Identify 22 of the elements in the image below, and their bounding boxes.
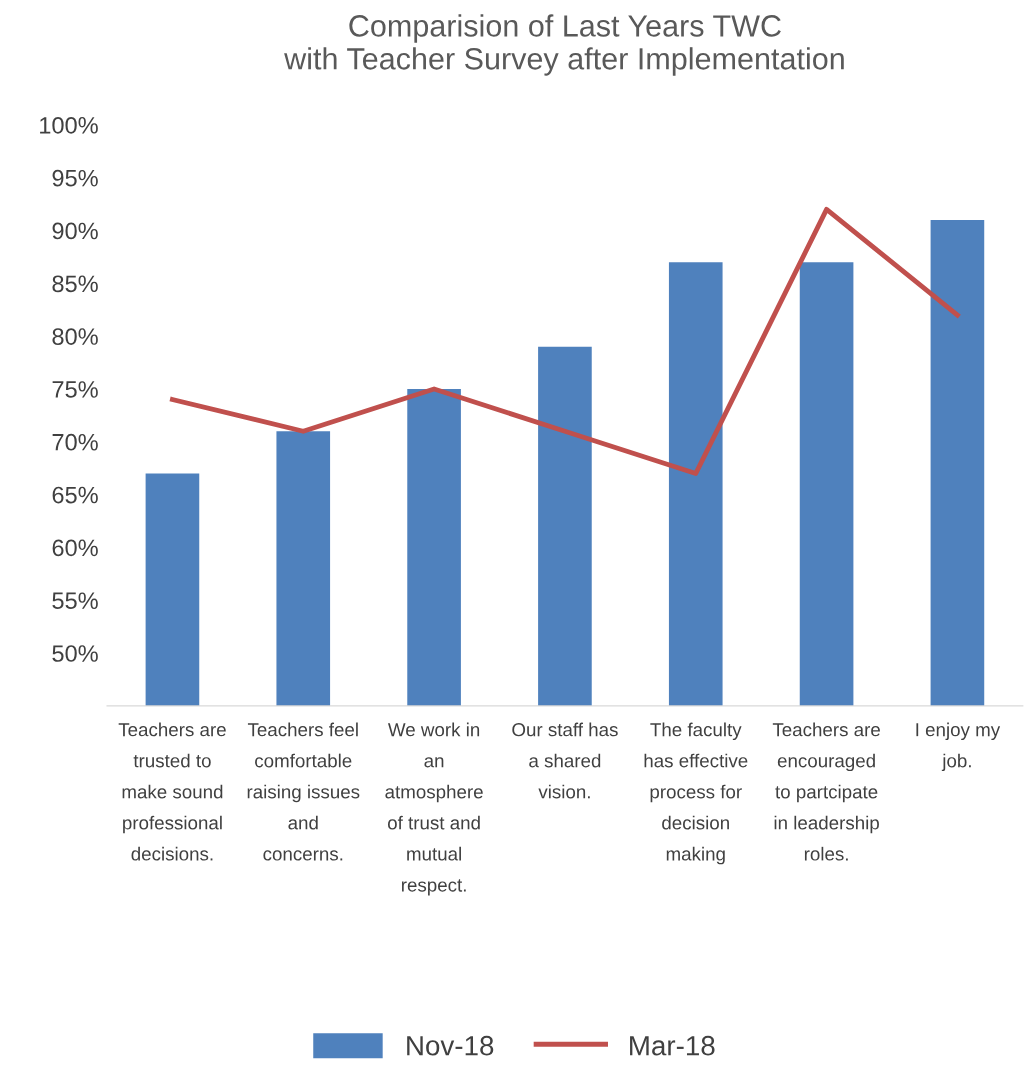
y-tick-label: 80% (52, 328, 98, 345)
line-series (170, 206, 960, 476)
y-tick-label: 75% (52, 381, 98, 398)
y-tick-label: 50% (52, 645, 98, 662)
x-tick-label: We work in an atmosphere of trust and mutual respect. (385, 722, 483, 896)
x-tick-label: Our staff has a shared vision. (512, 722, 618, 799)
chart-title: Comparision of Last Years TWC with Teacher Survey after Implementation (284, 14, 844, 76)
x-tick-label: The faculty has effective process for decision making (644, 722, 748, 865)
legend-label: Mar-18 (630, 1035, 715, 1056)
x-tick-label: Teachers are trusted to make sound professional decisions. (118, 722, 226, 861)
y-tick-label: 100% (40, 116, 98, 134)
y-tick-label: 55% (52, 592, 98, 610)
y-tick-label: 65% (52, 486, 98, 504)
y-tick-label: 60% (52, 539, 98, 557)
legend-label: Nov-18 (407, 1035, 494, 1056)
x-tick-label: I enjoy my job. (916, 722, 1001, 772)
y-tick-label: 85% (52, 275, 98, 293)
x-tick-label: Teachers feel comfortable raising issues and concerns. (247, 722, 360, 861)
y-tick-label: 90% (52, 222, 98, 240)
x-tick-label: Teachers are encouraged to partcipate in leadership roles. (772, 722, 880, 861)
y-tick-label: 70% (52, 433, 98, 451)
y-tick-label: 95% (52, 169, 98, 187)
